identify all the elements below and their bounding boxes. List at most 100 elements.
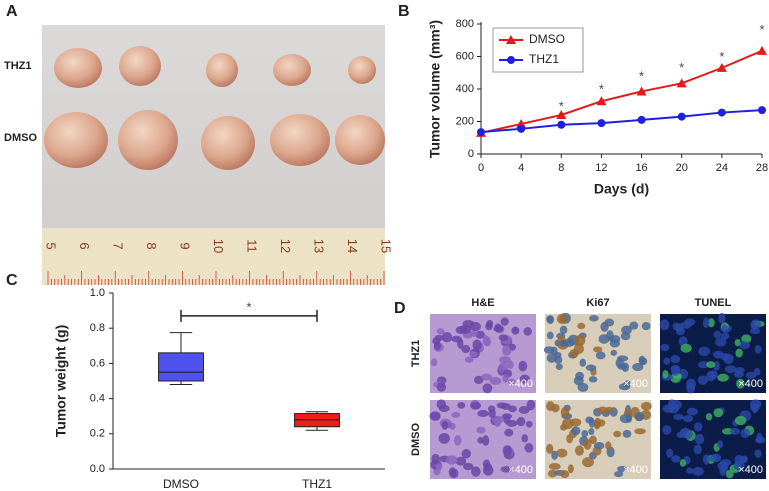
cell — [673, 414, 684, 420]
ruler-number: 12 — [278, 239, 293, 253]
tumor — [206, 53, 238, 87]
row-label: THZ1 — [4, 60, 32, 72]
ruler-number: 10 — [211, 239, 226, 253]
cell — [730, 428, 740, 435]
tumor — [54, 48, 102, 88]
cell — [469, 351, 477, 357]
legend-box — [492, 27, 584, 73]
cell — [610, 335, 621, 343]
magnification: ×400 — [738, 464, 763, 476]
cell — [475, 331, 485, 339]
point — [637, 115, 646, 124]
y-tick-label: 600 — [456, 50, 474, 62]
significance: * — [759, 22, 764, 37]
panel-a: A THZ1 DMSO 5 6 7 8 9 10 11 12 13 14 15 — [4, 3, 394, 285]
cell — [551, 451, 558, 460]
cell — [494, 326, 504, 333]
cell — [457, 402, 465, 409]
cell — [524, 443, 533, 453]
x-tick-label: 16 — [635, 162, 647, 174]
cell — [546, 444, 553, 454]
cell — [490, 377, 502, 385]
point — [477, 128, 485, 137]
ruler-number: 8 — [144, 242, 159, 249]
cell — [617, 364, 627, 370]
panel-c: C 0.0 0.2 0.4 0.6 0.8 1.0 Tumor weight (g) DMSO T… — [6, 272, 385, 491]
cell — [549, 463, 561, 470]
point — [636, 86, 647, 96]
legend-label: THZ1 — [529, 52, 559, 66]
cell — [741, 334, 751, 343]
tumor — [119, 46, 161, 86]
ruler-number: 15 — [379, 239, 394, 253]
column-label: H&E — [471, 297, 494, 309]
y-tick-label: 1.0 — [90, 287, 105, 299]
cell — [599, 334, 610, 344]
cell — [501, 403, 511, 410]
cell — [710, 454, 718, 462]
cell — [680, 459, 686, 467]
cell — [621, 326, 632, 335]
cell — [677, 432, 684, 438]
cell — [713, 408, 723, 417]
cell — [735, 349, 742, 358]
x-tick-label: 4 — [518, 162, 524, 174]
cell — [457, 338, 463, 348]
cell — [642, 322, 651, 330]
cell — [717, 374, 729, 382]
cell — [504, 429, 513, 437]
cell — [470, 402, 481, 410]
cell — [620, 414, 632, 423]
cell — [617, 466, 627, 472]
cell — [571, 426, 580, 435]
cell — [554, 356, 562, 365]
cell — [463, 463, 473, 470]
row-label: DMSO — [410, 423, 422, 456]
cell — [437, 328, 445, 334]
cell — [739, 341, 750, 349]
cell — [520, 374, 530, 383]
y-tick-label: 0.8 — [90, 322, 105, 334]
cell — [560, 470, 569, 478]
column-label: TUNEL — [695, 297, 732, 309]
cell — [735, 416, 746, 425]
cell — [660, 344, 669, 351]
tumor — [44, 112, 108, 168]
point — [676, 78, 687, 88]
cell — [561, 407, 570, 418]
cell — [477, 437, 483, 444]
tumor — [118, 110, 178, 170]
cell — [746, 372, 757, 379]
point — [557, 120, 566, 129]
cell — [694, 444, 702, 454]
x-tick-label: DMSO — [163, 477, 199, 491]
cell — [641, 402, 652, 411]
magnification: ×400 — [508, 378, 533, 390]
cell — [721, 333, 730, 340]
cell — [455, 457, 466, 466]
panel-d: D H&E Ki67 TUNEL THZ1 ×400 ×400 ×400 DMSO ×400 ×40… — [394, 297, 766, 479]
cell — [442, 332, 453, 342]
cell — [526, 400, 535, 411]
y-tick-label: 0.2 — [90, 428, 105, 440]
cell — [502, 345, 511, 356]
point — [716, 62, 727, 72]
cell — [694, 422, 703, 431]
cell — [556, 449, 567, 458]
cell — [526, 421, 533, 428]
cell — [570, 418, 581, 426]
x-tick-label: 8 — [558, 162, 564, 174]
cell — [722, 325, 728, 332]
x-axis-label: Days (d) — [594, 181, 649, 197]
cell — [446, 455, 458, 464]
cell — [517, 417, 526, 426]
cell — [681, 344, 692, 353]
point — [758, 106, 766, 115]
cell — [635, 412, 645, 421]
point — [757, 45, 767, 55]
row-label: THZ1 — [410, 340, 422, 368]
cell — [465, 356, 474, 362]
cell — [593, 346, 602, 352]
cell — [750, 404, 760, 411]
